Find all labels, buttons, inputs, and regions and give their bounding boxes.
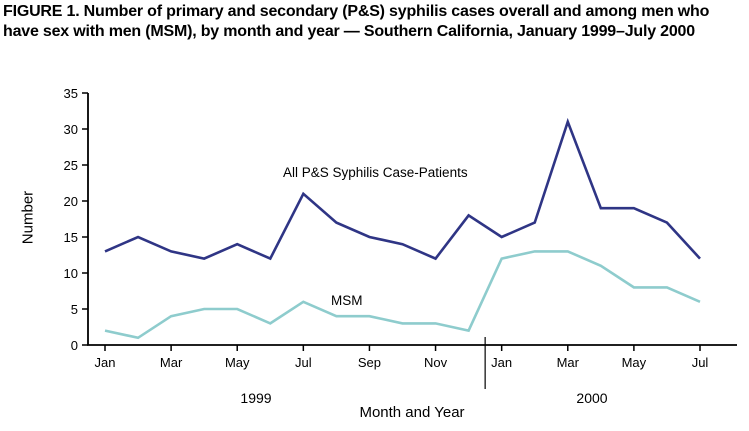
svg-text:Jan: Jan [491,355,512,370]
svg-text:20: 20 [64,194,78,209]
svg-text:Jan: Jan [95,355,116,370]
series-label-msm: MSM [331,293,363,308]
svg-text:25: 25 [64,158,78,173]
svg-text:Nov: Nov [424,355,448,370]
svg-text:15: 15 [64,230,78,245]
x-axis-label: Month and Year [359,404,465,421]
svg-text:10: 10 [64,266,78,281]
svg-text:May: May [622,355,647,370]
svg-text:Mar: Mar [160,355,183,370]
y-axis-label: Number [19,190,37,245]
svg-text:Jul: Jul [295,355,312,370]
svg-text:May: May [225,355,250,370]
year-label-1999: 1999 [240,390,272,406]
svg-text:0: 0 [71,338,78,353]
svg-text:30: 30 [64,122,78,137]
year-label-2000: 2000 [576,390,608,406]
svg-text:Jul: Jul [692,355,709,370]
svg-text:Sep: Sep [358,355,381,370]
svg-text:35: 35 [64,86,78,101]
series-label-all-ps: All P&S Syphilis Case-Patients [283,165,468,180]
svg-text:5: 5 [71,302,78,317]
figure-title: FIGURE 1. Number of primary and secondar… [3,3,710,41]
svg-text:Mar: Mar [557,355,580,370]
